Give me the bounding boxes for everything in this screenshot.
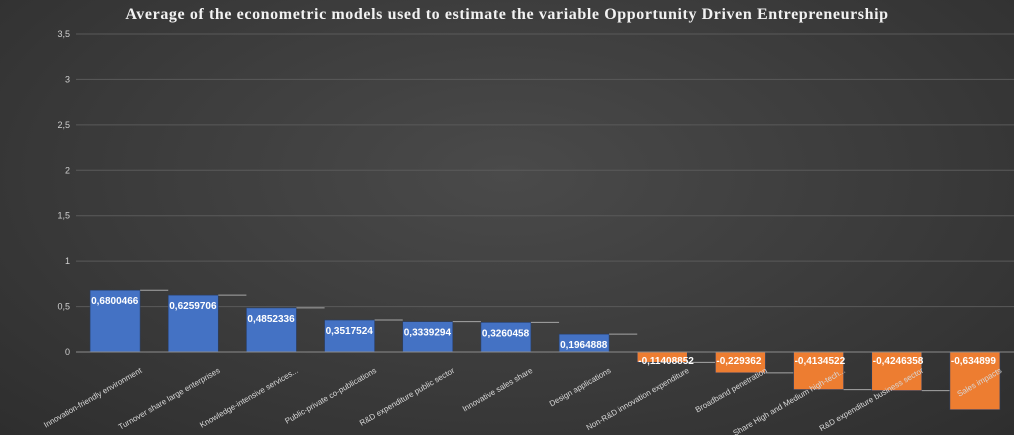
y-tick-label: 2	[65, 165, 70, 175]
category-label: Broadband penetration	[694, 366, 769, 414]
data-label: 0,3517524	[326, 326, 374, 337]
data-label: 0,3339294	[404, 328, 452, 339]
y-tick-label: 3	[65, 74, 70, 84]
data-label: -0,4134522	[795, 356, 846, 367]
waterfall-bar	[949, 351, 1001, 410]
y-tick-label: 3,5	[57, 29, 70, 39]
data-label: 0,3260458	[482, 328, 530, 339]
data-label: 0,1964888	[560, 340, 608, 351]
data-label: 0,4852336	[247, 314, 295, 325]
waterfall-bar	[167, 294, 219, 353]
y-tick-label: 2,5	[57, 120, 70, 130]
y-tick-label: 1	[65, 256, 70, 266]
waterfall-bar	[871, 351, 923, 391]
data-label: -0,634899	[951, 356, 996, 367]
data-label: 0,6800466	[91, 296, 139, 307]
waterfall-bar	[793, 351, 844, 390]
data-label: -0,11408852	[638, 356, 694, 367]
data-label: -0,4246358	[873, 356, 924, 367]
y-tick-label: 1,5	[57, 211, 70, 221]
y-tick-label: 0	[65, 347, 70, 357]
data-label: 0,6259706	[169, 301, 217, 312]
category-label: Innovative sales share	[461, 366, 535, 414]
waterfall-bar	[402, 321, 454, 353]
category-label: Design applications	[548, 366, 613, 408]
chart-title: Average of the econometric models used t…	[125, 6, 889, 23]
waterfall-bar	[480, 322, 532, 353]
data-label: -0,229362	[716, 356, 761, 367]
y-tick-label: 0,5	[57, 302, 70, 312]
